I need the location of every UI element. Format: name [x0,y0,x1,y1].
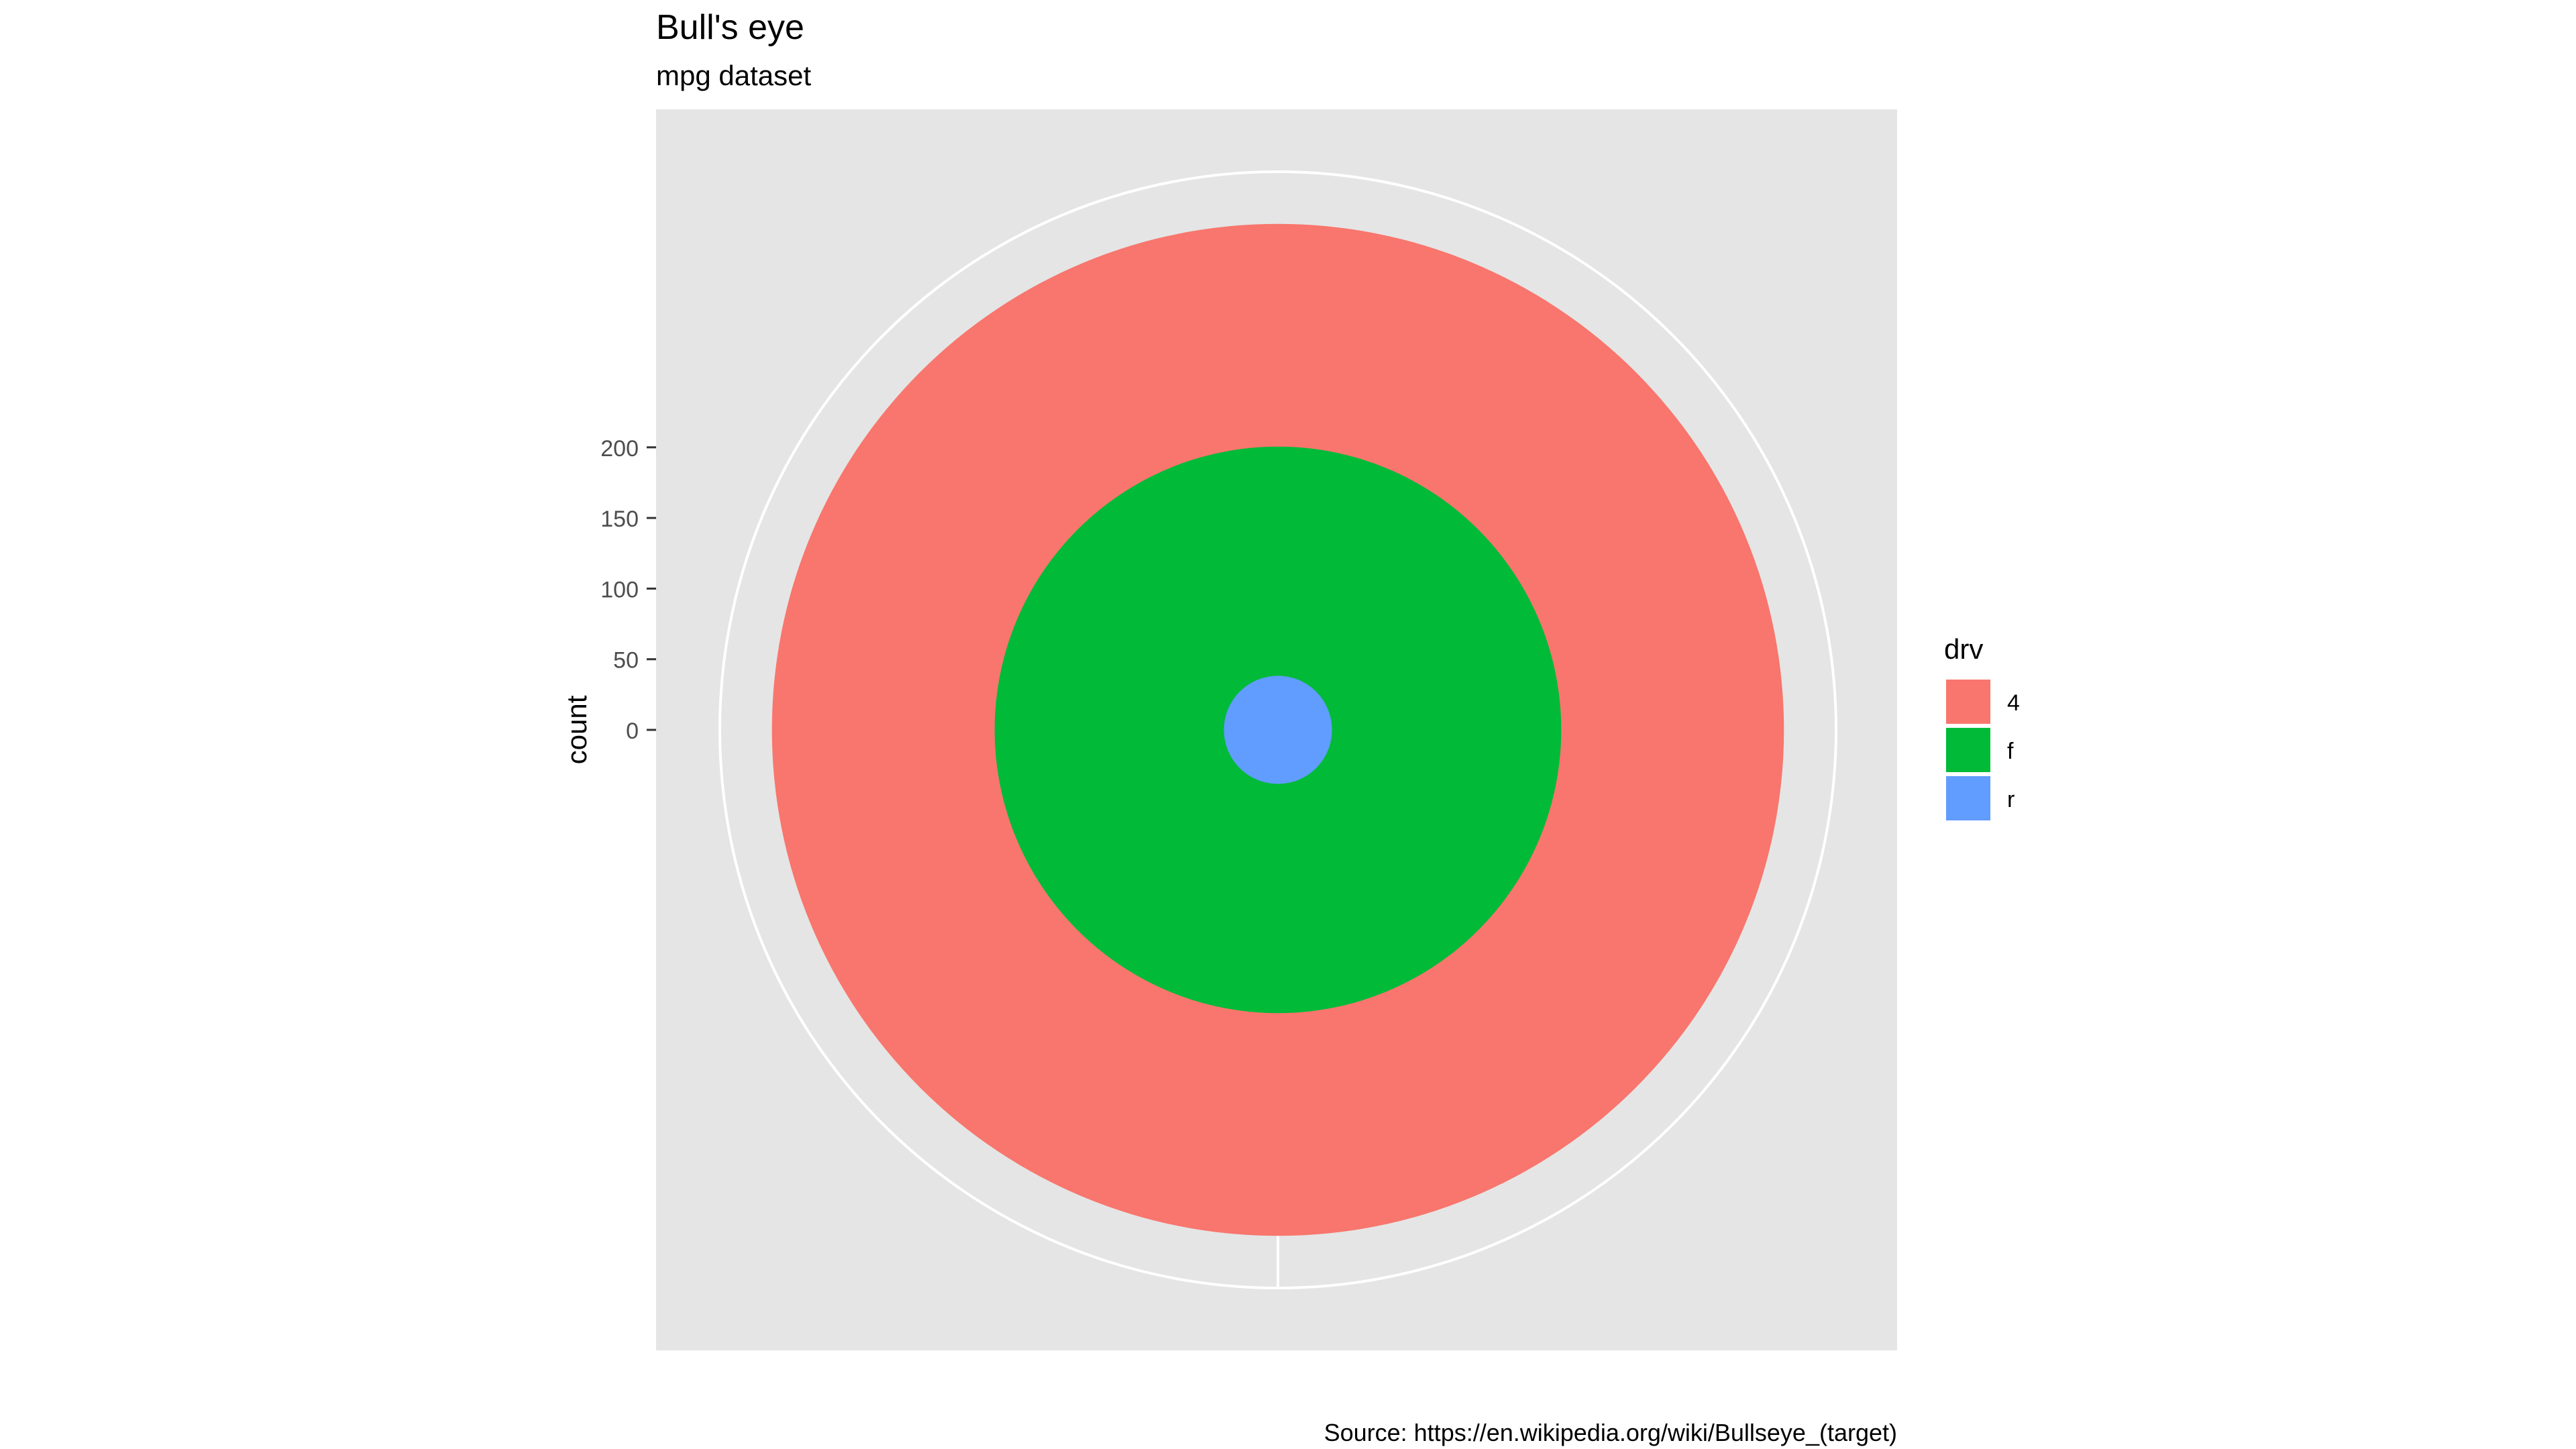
rings-layer [771,223,1784,1236]
y-tick-label: 100 [600,577,639,602]
legend-key-f [1945,727,1992,773]
legend-title: drv [1944,633,1983,665]
legend: drv 4 fr [1944,633,2020,822]
grid-layer [718,170,1837,1289]
chart-title: Bull's eye [656,8,804,47]
legend-key-4 [1945,678,1992,725]
legend-label-r: r [2007,787,2015,812]
y-axis: 0 50 100 150 200 [600,436,656,744]
ring-r [1224,676,1332,784]
legend-label-4: 4 [2007,690,2020,716]
legend-label-f: f [2007,739,2014,764]
y-tick-label: 0 [626,718,639,744]
chart-subtitle: mpg dataset [656,60,811,91]
legend-key-r [1945,775,1992,822]
y-axis-title: count [561,695,592,764]
y-tick-label: 150 [600,506,639,532]
y-tick-label: 200 [600,436,639,462]
y-tick-label: 50 [613,648,639,674]
chart-caption: Source: https://en.wikipedia.org/wiki/Bu… [1324,1419,1897,1446]
